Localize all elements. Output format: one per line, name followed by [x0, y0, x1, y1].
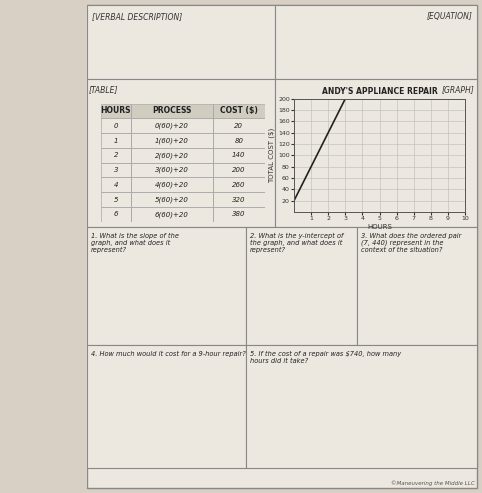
- Text: 5(60)+20: 5(60)+20: [155, 196, 188, 203]
- FancyBboxPatch shape: [101, 177, 265, 192]
- Text: COST ($): COST ($): [220, 106, 258, 115]
- Text: 1: 1: [114, 138, 118, 143]
- Text: 3: 3: [114, 167, 118, 173]
- FancyBboxPatch shape: [246, 345, 477, 468]
- FancyBboxPatch shape: [357, 227, 477, 345]
- Text: 140: 140: [232, 152, 246, 158]
- Y-axis label: TOTAL COST ($): TOTAL COST ($): [269, 128, 275, 183]
- Text: PROCESS: PROCESS: [152, 106, 191, 115]
- Text: 380: 380: [232, 211, 246, 217]
- FancyBboxPatch shape: [101, 118, 265, 133]
- Text: HOURS: HOURS: [101, 106, 131, 115]
- Text: 3. What does the ordered pair
(7, 440) represent in the
context of the situation: 3. What does the ordered pair (7, 440) r…: [361, 233, 461, 253]
- Text: 4. How much would it cost for a 9-hour repair?: 4. How much would it cost for a 9-hour r…: [91, 351, 245, 357]
- Text: 1(60)+20: 1(60)+20: [155, 137, 188, 144]
- FancyBboxPatch shape: [87, 79, 275, 227]
- Text: 1. What is the slope of the
graph, and what does it
represent?: 1. What is the slope of the graph, and w…: [91, 233, 179, 253]
- Text: [VERBAL DESCRIPTION]: [VERBAL DESCRIPTION]: [92, 12, 182, 21]
- FancyBboxPatch shape: [101, 104, 265, 118]
- Text: [GRAPH]: [GRAPH]: [442, 85, 475, 94]
- Text: ©Maneuvering the Middle LLC: ©Maneuvering the Middle LLC: [391, 480, 475, 486]
- FancyBboxPatch shape: [101, 148, 265, 163]
- FancyBboxPatch shape: [246, 227, 357, 345]
- Text: 2(60)+20: 2(60)+20: [155, 152, 188, 159]
- FancyBboxPatch shape: [101, 192, 265, 207]
- FancyBboxPatch shape: [87, 345, 246, 468]
- FancyBboxPatch shape: [0, 5, 87, 488]
- Text: 260: 260: [232, 182, 246, 188]
- Text: 2. What is the y-intercept of
the graph, and what does it
represent?: 2. What is the y-intercept of the graph,…: [250, 233, 343, 253]
- Text: 6(60)+20: 6(60)+20: [155, 211, 188, 218]
- Text: 4: 4: [114, 182, 118, 188]
- Text: 0(60)+20: 0(60)+20: [155, 122, 188, 129]
- Text: 320: 320: [232, 197, 246, 203]
- Text: 80: 80: [234, 138, 243, 143]
- Text: 5: 5: [114, 197, 118, 203]
- FancyBboxPatch shape: [101, 207, 265, 222]
- Title: ANDY'S APPLIANCE REPAIR: ANDY'S APPLIANCE REPAIR: [321, 87, 438, 97]
- Text: 5. If the cost of a repair was $740, how many
hours did it take?: 5. If the cost of a repair was $740, how…: [250, 351, 401, 364]
- Text: 20: 20: [234, 123, 243, 129]
- FancyBboxPatch shape: [101, 133, 265, 148]
- Text: 2: 2: [114, 152, 118, 158]
- Text: 4(60)+20: 4(60)+20: [155, 181, 188, 188]
- FancyBboxPatch shape: [275, 5, 477, 79]
- Text: 0: 0: [114, 123, 118, 129]
- Text: 6: 6: [114, 211, 118, 217]
- Text: 3(60)+20: 3(60)+20: [155, 167, 188, 174]
- Text: [TABLE]: [TABLE]: [89, 85, 119, 94]
- FancyBboxPatch shape: [87, 227, 246, 345]
- FancyBboxPatch shape: [101, 163, 265, 177]
- FancyBboxPatch shape: [87, 5, 477, 488]
- FancyBboxPatch shape: [87, 5, 275, 79]
- Text: [EQUATION]: [EQUATION]: [427, 12, 472, 21]
- Text: 200: 200: [232, 167, 246, 173]
- FancyBboxPatch shape: [275, 79, 477, 227]
- X-axis label: HOURS: HOURS: [367, 224, 392, 230]
